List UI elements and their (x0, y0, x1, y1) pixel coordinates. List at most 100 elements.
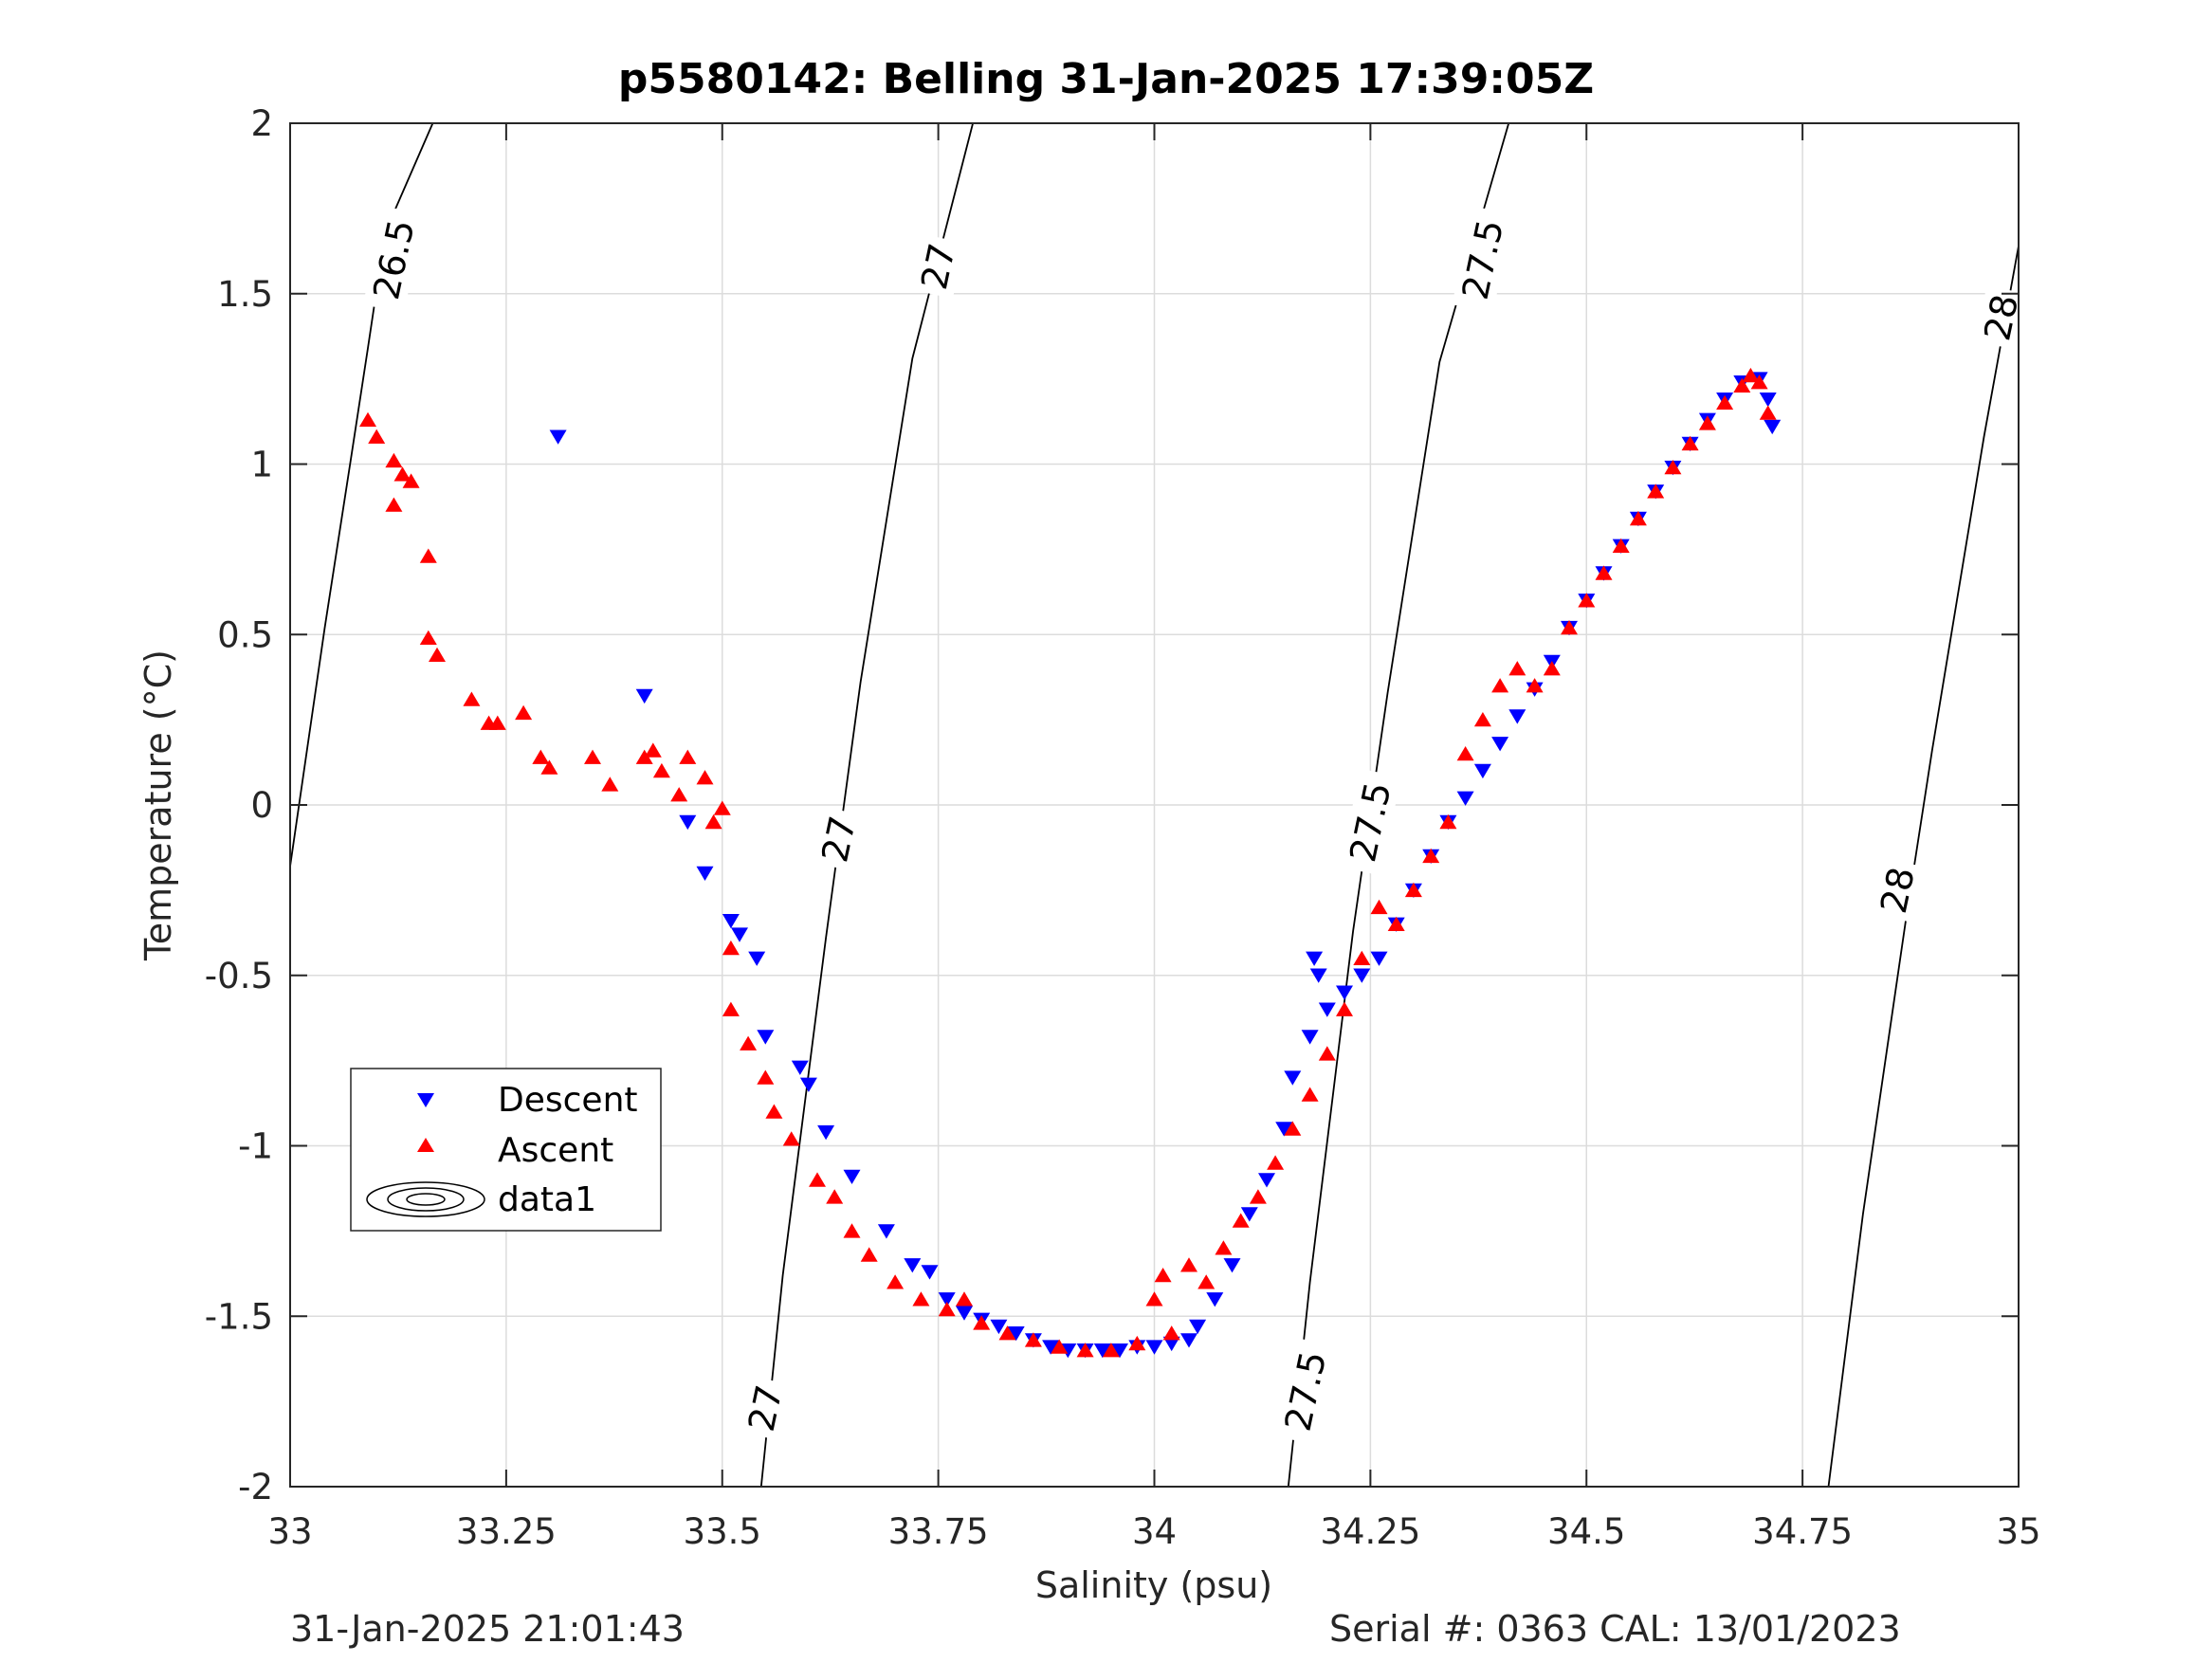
contour-label: 27 (739, 1376, 793, 1441)
data-markers (359, 367, 1782, 1359)
ascent-point (887, 1274, 905, 1289)
contour-label-text: 27 (913, 240, 963, 293)
descent-point (757, 1030, 775, 1045)
ascent-point (1154, 1268, 1172, 1283)
descent-point (956, 1306, 973, 1321)
ascent-point (998, 1325, 1016, 1341)
ascent-point (973, 1315, 991, 1330)
y-tick-label: -2 (238, 1467, 273, 1508)
contour-label: 27.5 (1339, 768, 1401, 876)
descent-point (1189, 1319, 1207, 1335)
descent-point (1284, 1070, 1302, 1086)
ascent-point (1102, 1343, 1120, 1358)
ascent-point (488, 715, 506, 730)
contour-label: 26.5 (362, 206, 425, 314)
descent-point (1042, 1340, 1060, 1355)
descent-point (877, 1224, 895, 1239)
ascent-point (385, 452, 403, 468)
ascent-point (1128, 1335, 1146, 1351)
legend-label-data1: data1 (498, 1180, 596, 1219)
footer-timestamp: 31-Jan-2025 21:01:43 (290, 1608, 685, 1650)
ascent-point (1076, 1343, 1094, 1358)
ascent-point (1404, 882, 1422, 898)
y-tick-label: 0.5 (217, 614, 273, 655)
contour-label-background (362, 206, 425, 314)
descent-point (1180, 1333, 1197, 1348)
contour-label-text: 27.5 (1277, 1347, 1335, 1435)
ascent-point (1456, 746, 1474, 761)
x-tick-label: 34 (1132, 1511, 1177, 1552)
ascent-point (540, 759, 558, 775)
x-tick-label: 34.75 (1752, 1511, 1853, 1552)
ascent-point (938, 1302, 956, 1317)
descent-point (549, 429, 567, 445)
y-tick-label: -1.5 (205, 1296, 273, 1337)
x-tick-label: 34.5 (1547, 1511, 1625, 1552)
ascent-point (1267, 1155, 1285, 1170)
descent-point (1473, 763, 1491, 779)
ascent-point (402, 473, 420, 488)
descent-point (990, 1319, 1008, 1335)
contour-label-background (1975, 284, 2028, 350)
ascent-point (601, 777, 619, 792)
x-tick-label: 34.25 (1320, 1511, 1420, 1552)
contour-label: 28 (1975, 284, 2028, 350)
ascent-point (1716, 394, 1734, 410)
descent-point (843, 1169, 861, 1184)
contour-label-background (1871, 857, 1925, 923)
ascent-point (1284, 1121, 1302, 1136)
x-tick-label: 33.25 (456, 1511, 557, 1552)
y-tick-label: 2 (250, 103, 273, 144)
ascent-point (368, 429, 386, 444)
ascent-point (532, 749, 550, 764)
contour-line-27 (759, 122, 974, 1488)
ascent-point (1162, 1325, 1180, 1341)
y-tick-label: 1.5 (217, 274, 273, 315)
descent-marker-icon (417, 1093, 434, 1107)
ascent-point (1491, 678, 1509, 693)
contour-label-background (911, 234, 965, 299)
ascent-point (1508, 661, 1526, 676)
descent-point (1093, 1343, 1111, 1359)
ascent-point (860, 1247, 878, 1262)
ascent-point (809, 1172, 826, 1187)
contour-legend-icon (366, 1181, 485, 1217)
y-tick-label: -0.5 (205, 956, 273, 996)
ascent-point (393, 466, 411, 482)
ascent-point (1249, 1189, 1267, 1204)
ascent-point (1473, 712, 1491, 727)
descent-point (1162, 1336, 1180, 1352)
ascent-point (1578, 593, 1596, 608)
descent-point (1759, 393, 1777, 408)
descent-point (1306, 951, 1324, 966)
ascent-point (1698, 415, 1716, 430)
contour-label-text: 27.5 (1342, 778, 1399, 866)
y-tick-label: 1 (250, 445, 273, 485)
ascent-point (757, 1069, 775, 1085)
x-axis-label: Salinity (psu) (1035, 1564, 1272, 1606)
ascent-point (1353, 950, 1371, 965)
descent-point (921, 1265, 939, 1280)
y-tick-label: 0 (250, 785, 273, 826)
ascent-point (1422, 848, 1440, 864)
contour-label: 27 (813, 807, 866, 871)
descent-point (1764, 419, 1782, 435)
ascent-point (782, 1131, 800, 1146)
ascent-point (1742, 367, 1760, 383)
y-tick-label: -1 (238, 1126, 273, 1167)
ascent-point (912, 1291, 930, 1307)
descent-point (817, 1124, 835, 1141)
axis-ticks: 33 33.25 33.5 33.75 34 34.25 34.5 34.75 35 -2 -1.5… (205, 103, 2041, 1552)
descent-point (1223, 1258, 1241, 1273)
ascent-point (429, 647, 446, 662)
descent-point (696, 866, 714, 881)
descent-point (731, 927, 748, 942)
contour-label-background (1274, 1337, 1337, 1445)
ascent-point (652, 762, 670, 778)
ascent-point (1759, 405, 1777, 420)
descent-point (1318, 1002, 1336, 1017)
legend: Descent Ascent data1 (350, 1068, 662, 1232)
legend-item-data1: data1 (366, 1180, 596, 1219)
x-tick-label: 35 (1996, 1511, 2040, 1552)
